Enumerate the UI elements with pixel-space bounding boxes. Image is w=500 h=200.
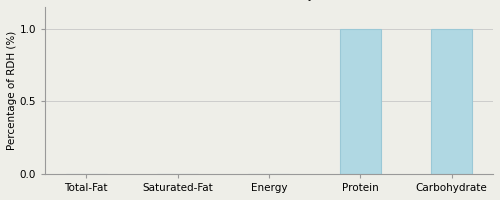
Y-axis label: Percentage of RDH (%): Percentage of RDH (%) [7, 31, 17, 150]
Bar [340, 29, 381, 174]
Bar [431, 29, 472, 174]
Text: www.dietandfitnesstoday.com: www.dietandfitnesstoday.com [159, 0, 341, 1]
